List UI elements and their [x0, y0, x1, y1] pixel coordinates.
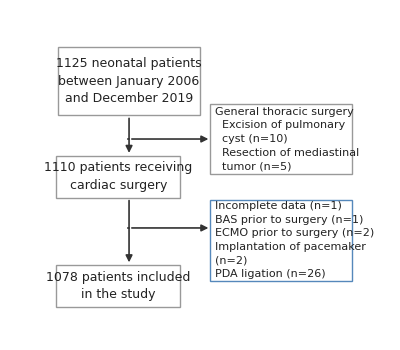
Text: Incomplete data (n=1)
BAS prior to surgery (n=1)
ECMO prior to surgery (n=2)
Imp: Incomplete data (n=1) BAS prior to surge…: [215, 201, 374, 279]
FancyBboxPatch shape: [56, 265, 180, 307]
Text: General thoracic surgery
  Excision of pulmonary
  cyst (n=10)
  Resection of me: General thoracic surgery Excision of pul…: [215, 107, 360, 171]
Text: 1078 patients included
in the study: 1078 patients included in the study: [46, 271, 190, 301]
FancyBboxPatch shape: [58, 47, 200, 116]
Text: 1125 neonatal patients
between January 2006
and December 2019: 1125 neonatal patients between January 2…: [56, 57, 202, 105]
FancyBboxPatch shape: [210, 104, 352, 174]
FancyBboxPatch shape: [210, 199, 352, 280]
FancyBboxPatch shape: [56, 156, 180, 198]
Text: 1110 patients receiving
cardiac surgery: 1110 patients receiving cardiac surgery: [44, 161, 192, 192]
